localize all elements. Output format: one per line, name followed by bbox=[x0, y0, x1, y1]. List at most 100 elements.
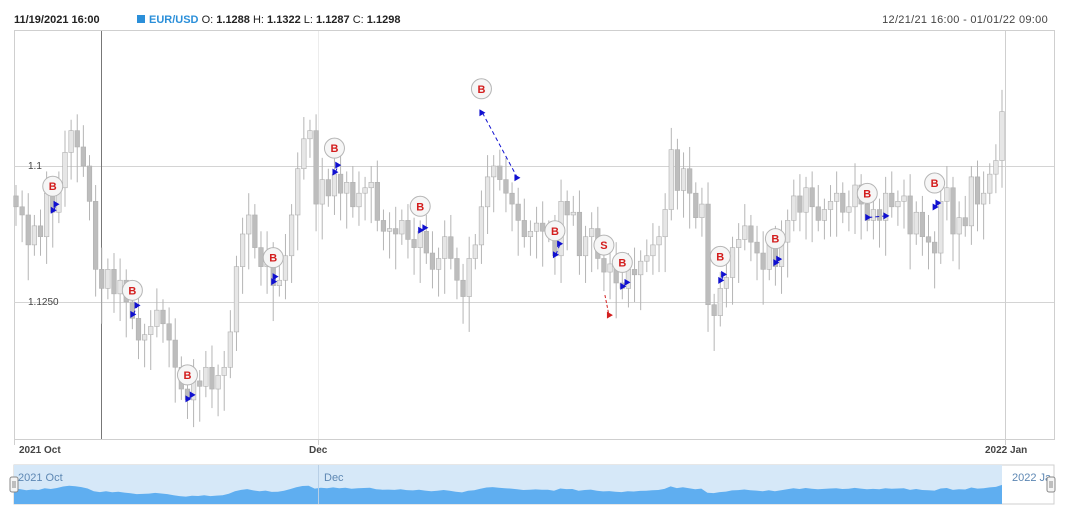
candle bbox=[239, 217, 246, 294]
high-label: H: bbox=[252, 14, 264, 26]
candle bbox=[638, 250, 644, 311]
candle bbox=[221, 350, 227, 411]
trade-marker[interactable]: B bbox=[856, 182, 878, 204]
navigator-area bbox=[14, 484, 1002, 504]
candle bbox=[295, 152, 301, 251]
trade-marker[interactable]: S bbox=[593, 234, 615, 256]
trade-marker[interactable]: B bbox=[544, 220, 566, 242]
candle bbox=[203, 350, 209, 398]
candle-body bbox=[448, 236, 454, 259]
candle-body bbox=[19, 206, 25, 216]
y-tick-label: 1.1250 bbox=[28, 297, 59, 308]
candle bbox=[699, 187, 705, 237]
trade-arrow bbox=[773, 259, 780, 267]
trade-marker[interactable]: B bbox=[323, 137, 345, 159]
candle-body bbox=[393, 228, 399, 235]
candle-body bbox=[846, 206, 852, 213]
candle bbox=[754, 225, 760, 281]
trade-lines bbox=[50, 109, 942, 403]
trade-arrow bbox=[185, 395, 192, 403]
candle bbox=[399, 209, 405, 245]
candle bbox=[31, 214, 37, 256]
candle-body bbox=[607, 263, 613, 273]
trade-marker[interactable]: B bbox=[924, 172, 946, 194]
trade-marker[interactable]: B bbox=[409, 195, 431, 217]
candle bbox=[491, 155, 497, 213]
candle bbox=[301, 117, 307, 180]
candle bbox=[454, 247, 460, 300]
candle bbox=[386, 212, 393, 259]
candle bbox=[687, 146, 693, 229]
candle-body bbox=[821, 209, 827, 221]
trade-arrow bbox=[418, 226, 425, 234]
candle bbox=[582, 225, 589, 283]
candle-body bbox=[901, 195, 907, 202]
candle bbox=[607, 247, 613, 300]
candle-body bbox=[252, 214, 258, 248]
trade-marker-circle bbox=[470, 78, 492, 100]
trade-marker-circle bbox=[611, 251, 633, 273]
candle-body bbox=[442, 236, 448, 259]
trade-arrow bbox=[721, 270, 728, 278]
trade-marker[interactable]: B bbox=[176, 364, 198, 386]
trade-arrow bbox=[557, 240, 564, 248]
trade-arrow bbox=[514, 174, 521, 182]
trade-marker[interactable]: B bbox=[470, 78, 492, 100]
candle bbox=[736, 223, 742, 283]
candle-body bbox=[674, 149, 681, 191]
candle bbox=[350, 166, 356, 218]
candle bbox=[515, 187, 521, 256]
candle-body bbox=[460, 279, 466, 297]
candle-body bbox=[932, 241, 938, 254]
trade-arrow bbox=[718, 276, 725, 284]
candle bbox=[99, 247, 105, 324]
candle bbox=[656, 225, 662, 273]
candle-body bbox=[466, 258, 472, 297]
candle-body bbox=[668, 149, 674, 210]
candle bbox=[876, 198, 883, 248]
low-label: L: bbox=[303, 14, 313, 26]
trade-arrow bbox=[606, 311, 613, 319]
candle-body bbox=[876, 209, 883, 221]
candle bbox=[497, 149, 503, 191]
candle-body bbox=[827, 201, 834, 210]
trade-marker[interactable]: B bbox=[121, 279, 143, 301]
candle bbox=[166, 307, 172, 368]
trade-marker[interactable]: B bbox=[709, 245, 731, 267]
trade-marker-label: B bbox=[863, 188, 871, 200]
navigator-handle-left[interactable] bbox=[9, 476, 19, 493]
candle-body bbox=[999, 111, 1005, 161]
candle-body bbox=[44, 192, 50, 238]
navigator[interactable]: 2021 Oct Dec 2022 Ja bbox=[9, 464, 1056, 505]
trade-arrow bbox=[479, 109, 486, 117]
y-tick-label: 1.1 bbox=[28, 161, 42, 172]
trade-marker[interactable]: B bbox=[42, 175, 64, 197]
candle bbox=[148, 310, 154, 370]
candle bbox=[840, 182, 846, 224]
candle bbox=[968, 166, 974, 245]
candle-body bbox=[417, 230, 423, 248]
candle-body bbox=[74, 130, 80, 148]
candle bbox=[86, 155, 93, 221]
candle-body bbox=[337, 173, 344, 194]
trade-marker[interactable]: B bbox=[611, 251, 633, 273]
navigator-handle-right[interactable] bbox=[1046, 476, 1056, 493]
candle-body bbox=[80, 146, 86, 167]
open-label: O: bbox=[201, 14, 214, 26]
candle bbox=[68, 119, 74, 180]
candle-body bbox=[454, 258, 460, 281]
trade-marker[interactable]: B bbox=[262, 247, 284, 269]
trade-marker-label: B bbox=[551, 226, 559, 238]
candle-body bbox=[368, 182, 374, 189]
candle-body bbox=[154, 309, 160, 327]
trade-marker[interactable]: B bbox=[764, 228, 786, 250]
candle bbox=[344, 171, 350, 229]
candle bbox=[631, 247, 638, 302]
candle bbox=[393, 206, 399, 270]
candle-body bbox=[919, 211, 925, 238]
candle-body bbox=[276, 279, 282, 286]
candle bbox=[974, 160, 981, 232]
candle bbox=[37, 209, 44, 256]
